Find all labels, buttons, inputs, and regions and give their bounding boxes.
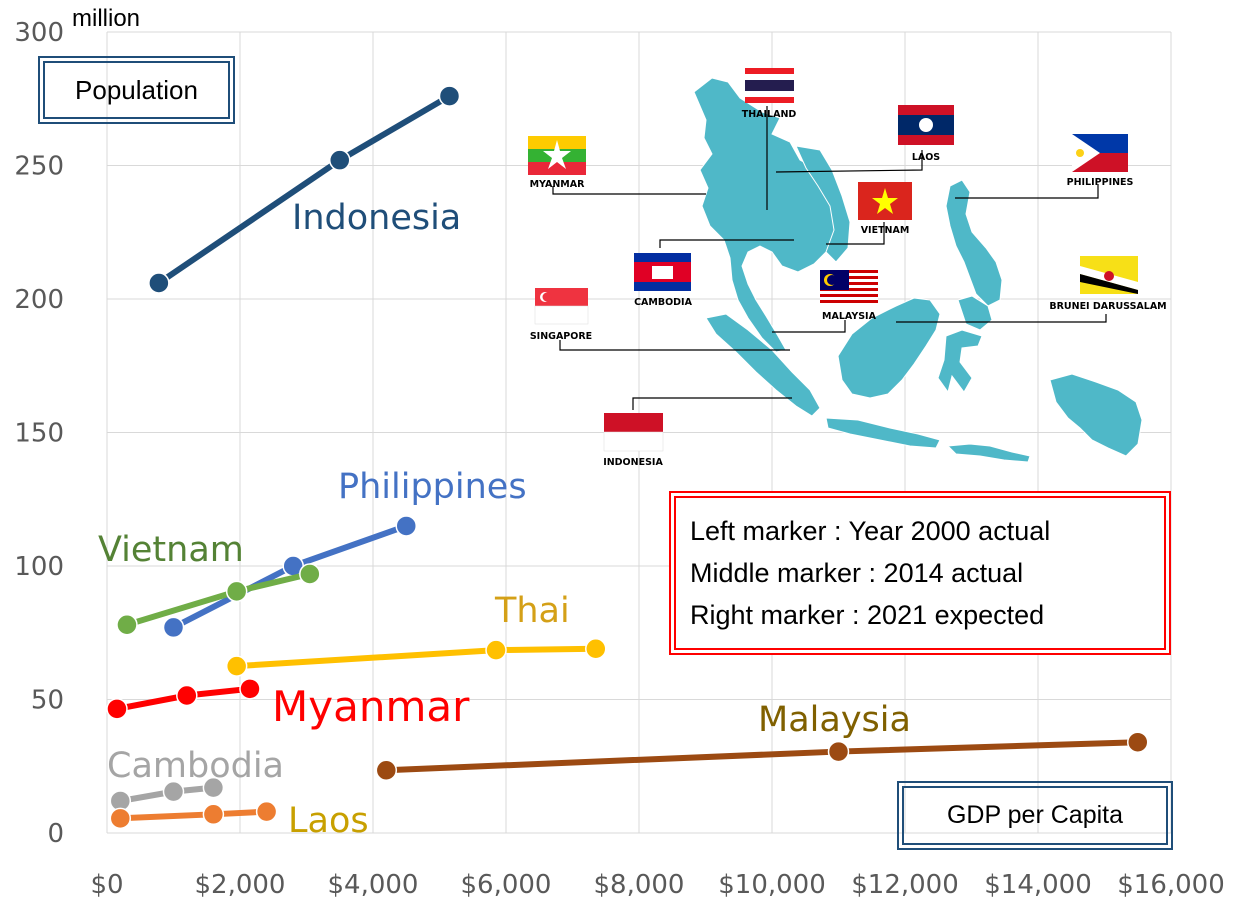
map-label-indonesia: INDONESIA [603, 457, 663, 468]
y-tick-label: 300 [14, 18, 64, 48]
series-line-thai [233, 645, 599, 670]
point-thai [485, 639, 507, 661]
marker-legend-note: Left marker : Year 2000 actual Middle ma… [669, 491, 1171, 655]
map-label-thailand: THAILAND [742, 109, 797, 120]
note-line-middle-marker: Middle marker : 2014 actual [690, 558, 1024, 588]
x-tick-label: $6,000 [461, 870, 552, 900]
point-vietnam [225, 580, 248, 603]
point-vietnam [116, 613, 138, 636]
x-tick-label: $2,000 [195, 870, 286, 900]
flag-thailand-icon [745, 68, 794, 103]
y-unit-label: million [72, 5, 140, 32]
map-sulawesi [937, 329, 983, 394]
series-label-philippines: Philippines [338, 467, 527, 507]
map-label-singapore: SINGAPORE [530, 331, 592, 342]
point-philippines [395, 515, 417, 537]
flag-brunei-icon [1080, 256, 1138, 294]
point-myanmar [176, 684, 198, 707]
note-line-right-marker: Right marker : 2021 expected [690, 600, 1045, 630]
population-axis-box: Population [38, 56, 235, 124]
map-philippines [945, 179, 1003, 307]
series-label-malaysia: Malaysia [758, 700, 911, 740]
note-line-left-marker: Left marker : Year 2000 actual [690, 516, 1051, 546]
x-tick-label: $16,000 [1117, 870, 1225, 900]
gdp-axis-label: GDP per Capita [902, 786, 1168, 845]
map-label-myanmar: MYANMAR [530, 179, 586, 190]
map-vietnam-coast [795, 145, 851, 263]
y-tick-label: 250 [14, 152, 64, 182]
southeast-asia-map: THAILAND LAOS MYANMAR PHILIPPINES VIETNA… [528, 68, 1167, 468]
point-laos [255, 800, 278, 823]
point-cambodia [162, 780, 185, 803]
flag-myanmar-icon [528, 136, 586, 175]
map-mainland [693, 77, 839, 353]
point-indonesia [329, 149, 351, 171]
map-lesser-sunda [946, 443, 1031, 463]
point-indonesia [438, 85, 461, 107]
y-tick-label: 100 [14, 552, 64, 582]
point-myanmar [106, 698, 128, 720]
series-label-laos: Laos [288, 801, 369, 841]
series-line-indonesia [155, 93, 453, 286]
flag-laos-icon [898, 105, 954, 145]
series-label-cambodia: Cambodia [107, 746, 284, 786]
point-thai [585, 638, 607, 660]
marker-legend-note-inner: Left marker : Year 2000 actual Middle ma… [674, 496, 1166, 650]
y-tick-label: 150 [14, 419, 64, 449]
axes: $0 $2,000 $4,000 $6,000 $8,000 $10,000 $12,000… [14, 18, 1224, 900]
point-malaysia [375, 759, 398, 782]
y-tick-label: 50 [31, 686, 64, 716]
series-line-vietnam [123, 571, 313, 628]
point-laos [109, 807, 132, 830]
map-java [825, 417, 941, 449]
series-label-myanmar: Myanmar [272, 682, 470, 731]
point-philippines [162, 616, 185, 639]
population-axis-label: Population [43, 61, 230, 119]
flag-cambodia-icon [634, 253, 691, 291]
map-label-cambodia: CAMBODIA [634, 297, 693, 308]
map-label-brunei: BRUNEI DARUSSALAM [1049, 301, 1166, 312]
point-cambodia [202, 776, 225, 799]
x-tick-label: $12,000 [851, 870, 959, 900]
flag-malaysia-icon [820, 270, 878, 306]
x-tick-label: $4,000 [328, 870, 419, 900]
point-indonesia [148, 272, 170, 294]
x-tick-label: $8,000 [594, 870, 685, 900]
point-malaysia [1127, 731, 1149, 753]
x-tick-label: $14,000 [984, 870, 1092, 900]
map-borneo [837, 297, 941, 399]
gdp-axis-box: GDP per Capita [897, 781, 1173, 850]
map-new-guinea [1049, 373, 1143, 457]
map-sumatra [705, 313, 821, 417]
series-group [106, 85, 1149, 830]
point-laos [202, 803, 225, 826]
series-label-vietnam: Vietnam [98, 530, 244, 570]
x-tick-label: $0 [90, 870, 123, 900]
flag-philippines-icon [1072, 134, 1128, 172]
point-vietnam [299, 563, 321, 585]
map-label-philippines: PHILIPPINES [1067, 177, 1134, 188]
map-label-laos: LAOS [912, 152, 940, 163]
point-myanmar [239, 678, 261, 700]
y-tick-label: 0 [47, 819, 64, 849]
map-leader-lines [552, 106, 1107, 410]
point-thai [225, 655, 248, 677]
x-tick-label: $10,000 [718, 870, 826, 900]
series-line-malaysia [383, 739, 1141, 774]
series-label-thai: Thai [494, 591, 570, 631]
point-malaysia [827, 740, 850, 763]
map-label-vietnam: VIETNAM [861, 225, 910, 236]
series-line-laos [117, 808, 270, 822]
map-label-malaysia: MALAYSIA [822, 311, 877, 322]
flag-indonesia-icon [603, 413, 664, 452]
flag-vietnam-icon [858, 182, 912, 220]
series-label-indonesia: Indonesia [292, 198, 461, 238]
y-tick-label: 200 [14, 285, 64, 315]
flag-singapore-icon [534, 288, 589, 325]
